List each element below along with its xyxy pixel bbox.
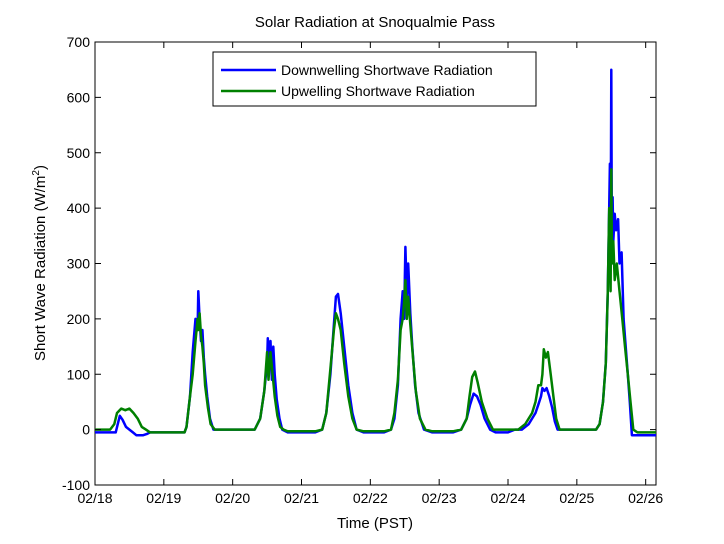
x-tick-label: 02/18 — [77, 490, 112, 506]
x-tick-label: 02/26 — [628, 490, 663, 506]
y-axis-label: Short Wave Radiation (W/m2) — [31, 165, 49, 361]
y-tick-label: 300 — [67, 256, 91, 272]
x-tick-label: 02/23 — [422, 490, 457, 506]
x-axis-label: Time (PST) — [337, 515, 413, 532]
y-tick-label: 700 — [67, 34, 91, 50]
x-tick-label: 02/20 — [215, 490, 250, 506]
x-tick-label: 02/25 — [559, 490, 594, 506]
y-axis-label-superscript: 2 — [31, 170, 42, 176]
x-tick-label: 02/24 — [490, 490, 525, 506]
y-tick-label: 200 — [67, 311, 91, 327]
x-tick-label: 02/22 — [353, 490, 388, 506]
y-tick-label: 500 — [67, 145, 91, 161]
y-axis-label-main: Short Wave Radiation (W/m — [32, 176, 49, 361]
y-tick-label: 0 — [82, 422, 90, 438]
legend: Downwelling Shortwave Radiation Upwellin… — [212, 51, 537, 107]
legend-label-downwelling: Downwelling Shortwave Radiation — [281, 62, 493, 78]
series-line-upwelling — [95, 168, 656, 434]
y-tick-label: 400 — [67, 200, 91, 216]
y-axis-label-close: ) — [32, 165, 49, 170]
plot-area: 02/18 02/19 02/20 02/21 02/22 02/23 02/24 02/25… — [62, 34, 663, 506]
chart-title: Solar Radiation at Snoqualmie Pass — [255, 14, 495, 31]
y-tick-label: 100 — [67, 366, 91, 382]
y-tick-label: 600 — [67, 89, 91, 105]
legend-box — [212, 51, 537, 107]
x-tick-label: 02/19 — [146, 490, 181, 506]
tick-layer: 02/18 02/19 02/20 02/21 02/22 02/23 02/24 02/25… — [62, 34, 663, 506]
series-layer — [95, 68, 656, 437]
y-tick-label: -100 — [62, 477, 90, 493]
x-tick-label: 02/21 — [284, 490, 319, 506]
axes-box — [94, 41, 657, 486]
legend-label-upwelling: Upwelling Shortwave Radiation — [281, 83, 475, 99]
